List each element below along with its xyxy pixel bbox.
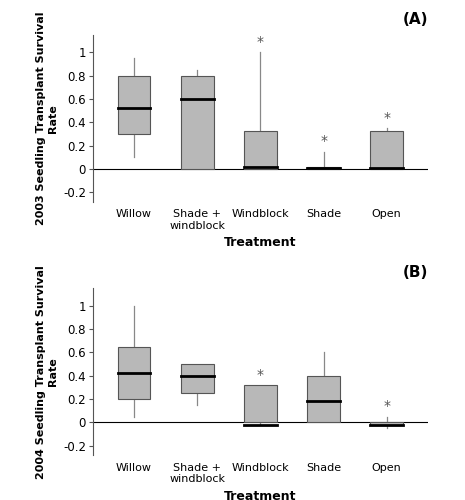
Text: (B): (B): [402, 265, 428, 280]
Bar: [307, 376, 340, 422]
X-axis label: Treatment: Treatment: [224, 490, 297, 500]
Bar: [244, 130, 277, 169]
Y-axis label: 2004 Seedling Transplant Survival
Rate: 2004 Seedling Transplant Survival Rate: [36, 265, 58, 478]
Bar: [118, 76, 151, 134]
Bar: [307, 166, 340, 169]
Bar: [370, 422, 403, 424]
Y-axis label: 2003 Seedling Transplant Survival
Rate: 2003 Seedling Transplant Survival Rate: [36, 12, 58, 225]
Bar: [370, 130, 403, 169]
Text: *: *: [257, 368, 264, 382]
Bar: [244, 385, 277, 422]
Text: (A): (A): [402, 12, 428, 26]
Text: *: *: [383, 399, 390, 413]
Bar: [118, 346, 151, 399]
Text: *: *: [257, 35, 264, 49]
X-axis label: Treatment: Treatment: [224, 236, 297, 250]
Bar: [181, 364, 213, 393]
Text: *: *: [383, 110, 390, 124]
Text: *: *: [320, 134, 327, 148]
Bar: [181, 76, 213, 169]
